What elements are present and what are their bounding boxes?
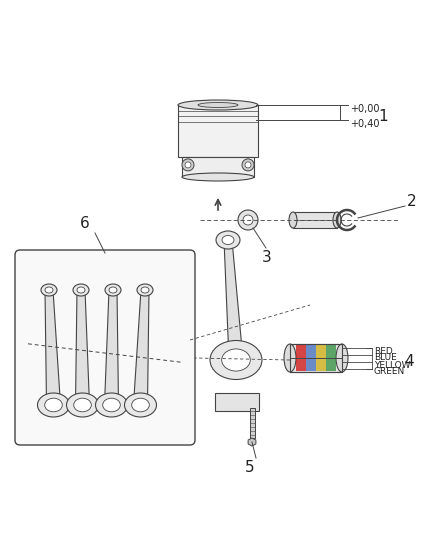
Polygon shape	[75, 290, 89, 405]
Circle shape	[245, 162, 251, 168]
Ellipse shape	[336, 344, 348, 372]
Ellipse shape	[124, 393, 156, 417]
Text: +0,40: +0,40	[350, 119, 379, 129]
Polygon shape	[224, 240, 243, 360]
Ellipse shape	[102, 398, 120, 412]
Circle shape	[243, 215, 253, 225]
Ellipse shape	[45, 398, 62, 412]
Bar	[296, 345, 306, 371]
Ellipse shape	[74, 398, 91, 412]
Text: RED: RED	[374, 346, 393, 356]
Polygon shape	[248, 438, 256, 446]
Ellipse shape	[95, 393, 127, 417]
Ellipse shape	[289, 212, 297, 228]
Text: 6: 6	[80, 215, 90, 230]
Bar	[182, 157, 254, 177]
Bar	[250, 408, 254, 438]
Bar	[316, 345, 326, 371]
Ellipse shape	[38, 393, 70, 417]
Text: 3: 3	[262, 251, 272, 265]
Bar	[306, 345, 316, 371]
Text: 2: 2	[407, 195, 417, 209]
Bar	[215, 393, 259, 411]
Ellipse shape	[222, 349, 250, 371]
Bar	[293, 212, 337, 228]
Ellipse shape	[333, 212, 341, 228]
Ellipse shape	[198, 102, 238, 108]
Ellipse shape	[73, 284, 89, 296]
Circle shape	[242, 159, 254, 171]
Ellipse shape	[141, 287, 149, 293]
Ellipse shape	[284, 344, 296, 372]
Text: +0,00: +0,00	[350, 104, 379, 114]
Circle shape	[238, 210, 258, 230]
Ellipse shape	[222, 236, 234, 245]
Ellipse shape	[105, 284, 121, 296]
Text: 4: 4	[404, 353, 413, 368]
Ellipse shape	[132, 398, 149, 412]
Ellipse shape	[182, 173, 254, 181]
Text: YELLOW: YELLOW	[374, 360, 410, 369]
Bar	[290, 344, 342, 372]
Ellipse shape	[67, 393, 99, 417]
Ellipse shape	[77, 287, 85, 293]
Bar	[326, 345, 336, 371]
Polygon shape	[134, 290, 149, 405]
Bar	[178, 105, 258, 157]
Text: 1: 1	[378, 109, 388, 124]
Circle shape	[185, 162, 191, 168]
Ellipse shape	[178, 100, 258, 110]
Ellipse shape	[216, 231, 240, 249]
Ellipse shape	[41, 284, 57, 296]
Polygon shape	[105, 290, 119, 405]
Text: GREEN: GREEN	[374, 367, 405, 376]
FancyBboxPatch shape	[15, 250, 195, 445]
Circle shape	[182, 159, 194, 171]
Ellipse shape	[137, 284, 153, 296]
Bar	[290, 344, 342, 372]
Text: BLUE: BLUE	[374, 353, 397, 362]
Text: 5: 5	[245, 461, 255, 475]
Polygon shape	[45, 290, 60, 405]
Ellipse shape	[210, 341, 262, 379]
Ellipse shape	[45, 287, 53, 293]
Ellipse shape	[109, 287, 117, 293]
